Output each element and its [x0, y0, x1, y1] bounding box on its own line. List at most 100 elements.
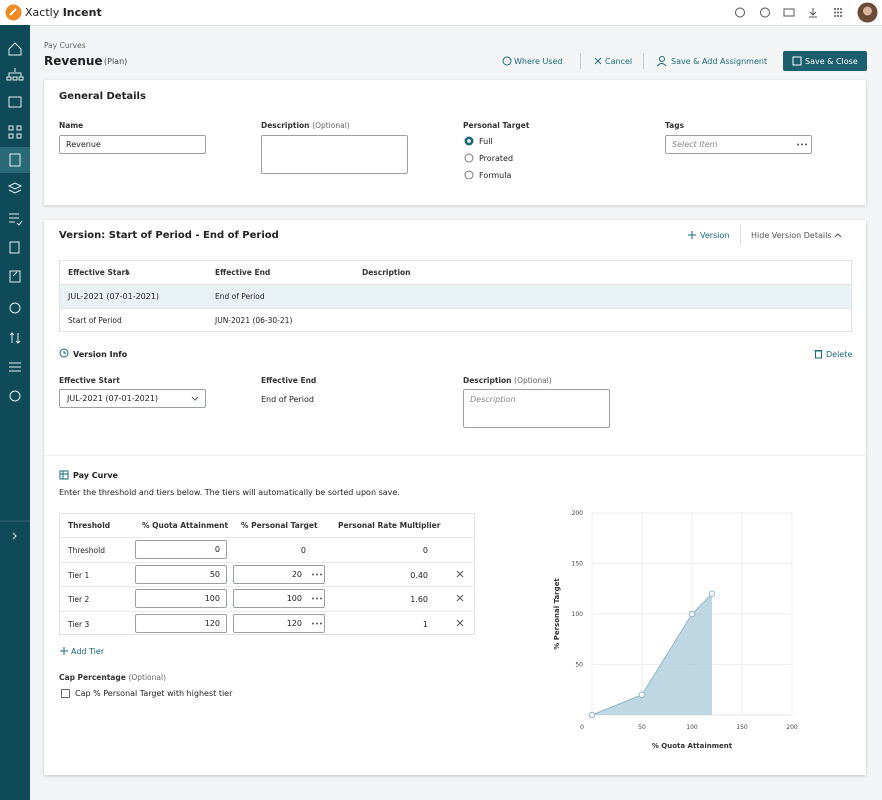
quota-input[interactable]: 100 [135, 589, 227, 608]
radio-label[interactable]: Formula [479, 171, 512, 180]
target-input[interactable]: 100 [233, 589, 325, 608]
description-textarea[interactable] [261, 135, 408, 174]
quota-input[interactable]: 0 [135, 540, 227, 559]
version-card [44, 220, 866, 775]
save-close-label: Save & Close [805, 57, 858, 66]
field-label: Personal Target [463, 121, 530, 130]
where-used-button[interactable]: Where Used [514, 57, 563, 66]
trash-icon [814, 350, 823, 359]
cancel-button[interactable]: Cancel [605, 57, 633, 66]
quota-input[interactable]: 50 [135, 564, 227, 584]
cell: Tier 1 [68, 570, 90, 580]
label-text: Cap Percentage [59, 673, 126, 682]
page-subtitle: (Plan) [104, 57, 128, 66]
y-tick-label: 50 [575, 662, 583, 669]
label-text: Description [463, 376, 512, 385]
table-row[interactable] [60, 308, 851, 332]
logo [5, 4, 22, 21]
column-header: % Quota Attainment [142, 521, 229, 530]
remove-tier-icon[interactable] [456, 570, 464, 578]
x-axis-label: % Quota Attainment [652, 742, 733, 750]
optional-tag: (Optional) [312, 121, 350, 130]
name-input[interactable]: Revenue [59, 135, 206, 154]
divider [643, 53, 644, 69]
column-header: Personal Rate Multiplier [338, 521, 441, 530]
optional-tag: (Optional) [128, 673, 166, 682]
hide-details-button[interactable]: Hide Version Details [751, 231, 832, 240]
field-label: Effective Start [59, 376, 120, 385]
selected-row[interactable] [60, 284, 851, 309]
page-title: Revenue [44, 54, 103, 68]
more-icon[interactable] [311, 572, 323, 577]
pay-curve-chart: 50 100 150 200 0 50 100 150 200 % Quota Attainmen… [553, 510, 798, 750]
cell: End of Period [215, 292, 265, 301]
cell: Threshold [68, 546, 105, 555]
x-tick-label: 150 [736, 724, 748, 731]
y-axis-label: % Personal Target [553, 578, 561, 650]
description-textarea[interactable] [463, 389, 610, 428]
placeholder: Description [470, 395, 516, 404]
action-icons [502, 56, 667, 67]
breadcrumb[interactable]: Pay Curves [44, 41, 86, 50]
effective-start-select[interactable]: JUL-2021 (07-01-2021) [59, 389, 206, 408]
cell: 0 [422, 546, 428, 555]
tier-table [59, 513, 475, 635]
save-close-button[interactable] [783, 51, 867, 71]
x-tick-label: 100 [686, 724, 698, 731]
cell: Tier 3 [68, 619, 90, 629]
separator [44, 455, 866, 456]
table-row [60, 610, 474, 612]
column-header[interactable]: Effective Start [68, 268, 129, 277]
optional-tag: (Optional) [514, 376, 552, 385]
radio-buttons [464, 136, 474, 179]
chevron-up [834, 233, 842, 238]
target-input[interactable]: 20 [233, 564, 325, 584]
subsection-title: Pay Curve [73, 471, 118, 480]
checkbox[interactable] [61, 689, 70, 698]
plus-icon [60, 647, 68, 655]
label-text: Description [261, 121, 310, 130]
section-title: General Details [59, 91, 146, 102]
more-icon[interactable] [311, 621, 323, 626]
checkbox-label[interactable]: Cap % Personal Target with highest tier [75, 689, 233, 698]
x-tick-label: 50 [638, 724, 646, 731]
sidebar-icons [0, 42, 30, 540]
top-bar [0, 0, 882, 26]
save-icon [792, 56, 802, 66]
remove-tier-icon[interactable] [456, 594, 464, 602]
tags-input[interactable] [665, 135, 812, 154]
target-input[interactable]: 120 [233, 613, 325, 633]
save-add-assignment-button[interactable]: Save & Add Assignment [671, 57, 768, 66]
field-value: End of Period [261, 395, 314, 404]
divider [740, 225, 741, 245]
add-tier-button[interactable]: Add Tier [71, 647, 105, 656]
cell: 0 [300, 546, 306, 555]
y-tick-label: 150 [572, 561, 584, 568]
placeholder: Select Item [672, 140, 718, 149]
add-version-button[interactable]: Version [700, 231, 730, 240]
radio-label[interactable]: Full [479, 137, 493, 146]
column-header: Threshold [68, 521, 111, 530]
table-icon [59, 470, 69, 480]
quota-input[interactable]: 120 [135, 613, 227, 633]
remove-tier-icon[interactable] [456, 619, 464, 627]
curve-point [588, 711, 596, 719]
sort-icon [125, 270, 130, 274]
y-tick-label: 100 [572, 611, 584, 618]
y-tick-label: 200 [572, 510, 584, 517]
field-label: Cap Percentage (Optional) [59, 673, 166, 682]
history-icon [59, 348, 69, 358]
curve-line [591, 593, 713, 716]
version-table [59, 260, 852, 332]
product-name: Incent [62, 6, 102, 19]
x-tick-label: 0 [580, 724, 584, 731]
more-icon[interactable] [311, 596, 323, 601]
brand-name: Xactly [25, 6, 60, 19]
column-header[interactable]: Description [362, 268, 411, 277]
avatar[interactable] [857, 2, 878, 23]
column-header[interactable]: Effective End [215, 268, 271, 277]
curve-point [638, 691, 646, 699]
radio-label[interactable]: Prorated [479, 154, 514, 163]
delete-button[interactable]: Delete [826, 350, 853, 359]
